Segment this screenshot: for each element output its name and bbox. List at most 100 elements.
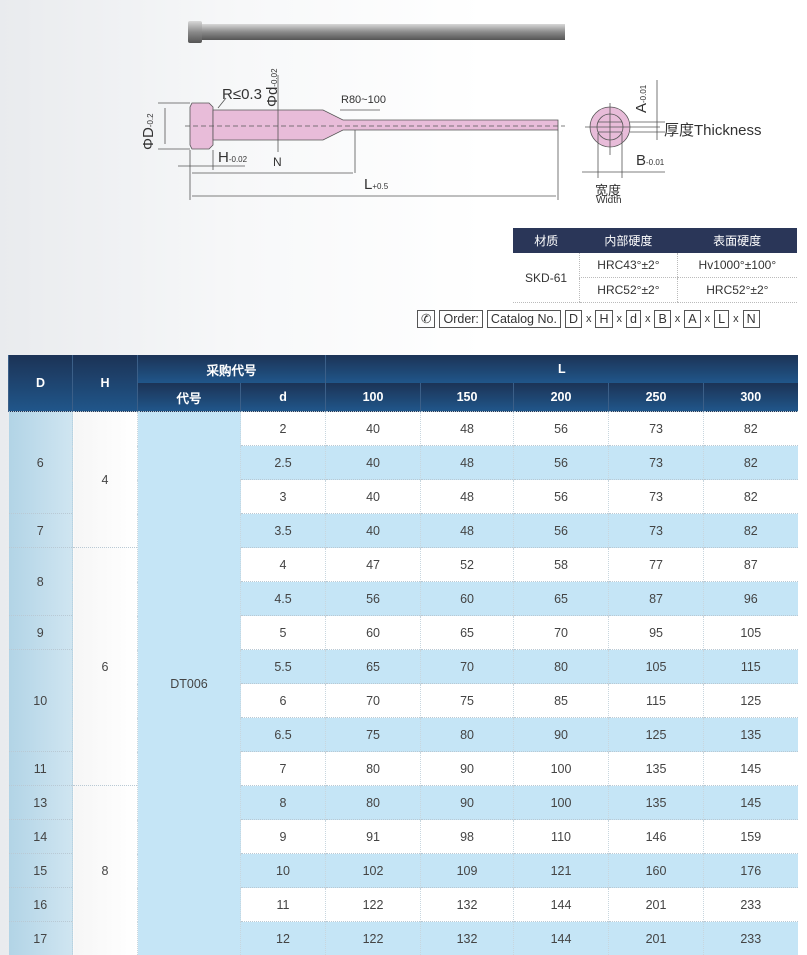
cell-L-250: 201 [609, 888, 704, 922]
cell-L-150: 48 [421, 480, 514, 514]
cell-L-200: 85 [514, 684, 609, 718]
cell-L-100: 91 [326, 820, 421, 854]
dim-L: L+0.5 [364, 176, 388, 193]
cell-L-100: 60 [326, 616, 421, 650]
dim-R80: R80~100 [341, 94, 386, 106]
cell-L-300: 96 [704, 582, 798, 616]
times-sign: x [705, 313, 711, 325]
cell-L-300: 176 [704, 854, 798, 888]
cell-L-250: 77 [609, 548, 704, 582]
cell-L-100: 40 [326, 480, 421, 514]
cell-L-150: 132 [421, 922, 514, 955]
header-L-100: 100 [326, 383, 421, 412]
cell-L-100: 122 [326, 888, 421, 922]
cell-H: 8 [73, 786, 138, 955]
cell-D: 13 [9, 786, 73, 820]
cell-L-150: 80 [421, 718, 514, 752]
order-field-B: B [654, 310, 670, 328]
times-sign: x [586, 313, 592, 325]
width-en: Width [596, 195, 622, 206]
cell-L-150: 65 [421, 616, 514, 650]
cell-d: 9 [241, 820, 326, 854]
cell-L-100: 102 [326, 854, 421, 888]
cell-L-300: 233 [704, 922, 798, 955]
cell-d: 5.5 [241, 650, 326, 684]
cell-D: 17 [9, 922, 73, 955]
cell-L-300: 87 [704, 548, 798, 582]
cell-code: DT006 [138, 412, 241, 955]
cell-d: 8 [241, 786, 326, 820]
header-L-150: 150 [421, 383, 514, 412]
cell-L-250: 146 [609, 820, 704, 854]
cell-H: 6 [73, 548, 138, 786]
cell-L-200: 56 [514, 480, 609, 514]
cell-L-300: 82 [704, 446, 798, 480]
cell-D: 6 [9, 412, 73, 514]
cell-d: 6 [241, 684, 326, 718]
cell-D: 11 [9, 752, 73, 786]
cell-L-300: 135 [704, 718, 798, 752]
dim-N: N [273, 155, 282, 169]
cell-L-100: 40 [326, 446, 421, 480]
cell-L-100: 80 [326, 752, 421, 786]
cell-L-250: 115 [609, 684, 704, 718]
material-name: SKD-61 [513, 253, 580, 303]
header-H: H [73, 355, 138, 412]
times-sign: x [617, 313, 623, 325]
cell-L-150: 109 [421, 854, 514, 888]
cell-L-250: 135 [609, 752, 704, 786]
core-hardness: HRC52°±2° [580, 278, 678, 303]
cell-L-200: 80 [514, 650, 609, 684]
cell-L-200: 144 [514, 922, 609, 955]
cell-L-100: 122 [326, 922, 421, 955]
header-L-200: 200 [514, 383, 609, 412]
cell-L-150: 90 [421, 786, 514, 820]
cell-L-150: 90 [421, 752, 514, 786]
cell-D: 9 [9, 616, 73, 650]
header-D: D [9, 355, 73, 412]
order-field-H: H [595, 310, 612, 328]
cell-L-200: 121 [514, 854, 609, 888]
cell-d: 3 [241, 480, 326, 514]
cell-d: 5 [241, 616, 326, 650]
cell-L-100: 75 [326, 718, 421, 752]
cell-L-100: 80 [326, 786, 421, 820]
header-L-250: 250 [609, 383, 704, 412]
cell-L-300: 105 [704, 616, 798, 650]
cell-L-250: 125 [609, 718, 704, 752]
cell-L-200: 110 [514, 820, 609, 854]
order-field-d: d [626, 310, 641, 328]
cell-L-200: 58 [514, 548, 609, 582]
cell-L-150: 52 [421, 548, 514, 582]
cell-L-150: 75 [421, 684, 514, 718]
cell-L-250: 73 [609, 446, 704, 480]
dim-B: B-0.01 [636, 152, 664, 169]
cell-d: 10 [241, 854, 326, 888]
cell-L-100: 40 [326, 514, 421, 548]
cell-L-200: 56 [514, 446, 609, 480]
dim-H: H-0.02 [218, 149, 247, 166]
cell-L-300: 82 [704, 412, 798, 446]
cell-L-300: 125 [704, 684, 798, 718]
order-label: Order: [439, 310, 482, 328]
surface-hardness: Hv1000°±100° [677, 253, 797, 278]
header-purchase-code: 采购代号 [138, 355, 326, 383]
cell-L-300: 82 [704, 514, 798, 548]
cell-L-100: 65 [326, 650, 421, 684]
cell-L-300: 145 [704, 786, 798, 820]
cell-d: 7 [241, 752, 326, 786]
cell-L-200: 100 [514, 752, 609, 786]
cell-d: 2 [241, 412, 326, 446]
cell-L-250: 73 [609, 412, 704, 446]
cell-L-150: 48 [421, 514, 514, 548]
cell-d: 2.5 [241, 446, 326, 480]
cell-L-100: 40 [326, 412, 421, 446]
cell-L-200: 70 [514, 616, 609, 650]
cell-D: 8 [9, 548, 73, 616]
